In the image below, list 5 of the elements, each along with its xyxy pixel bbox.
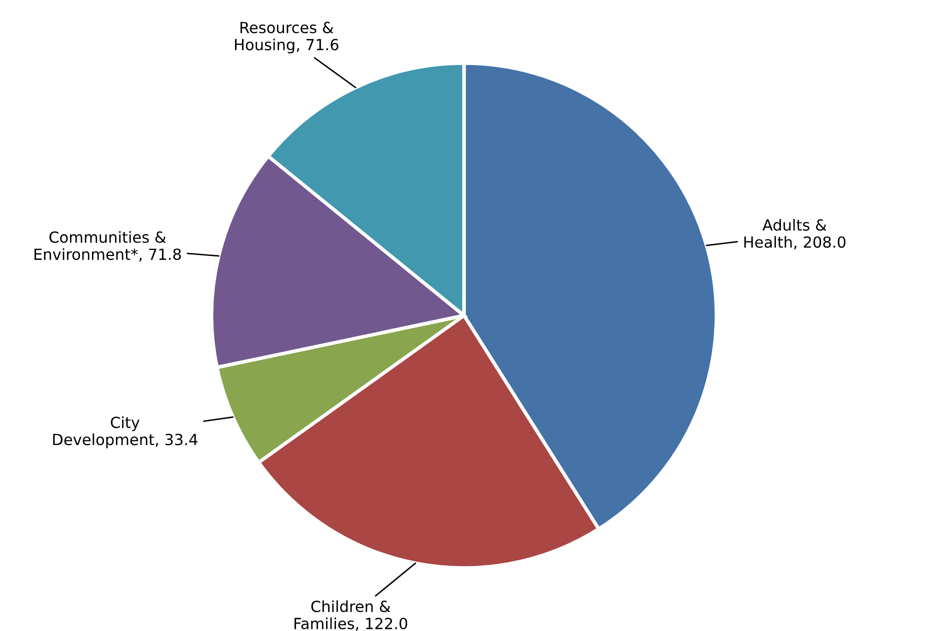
slice-label: Resources & Housing, 71.6 xyxy=(235,22,338,54)
slice-label: Communities & Environment*, 71.8 xyxy=(34,231,181,262)
slice-label: City Development, 33.4 xyxy=(53,416,198,448)
slice-label: Adults & Health, 208.0 xyxy=(744,218,846,250)
slice-label: Children & Families, 122.0 xyxy=(294,600,408,631)
